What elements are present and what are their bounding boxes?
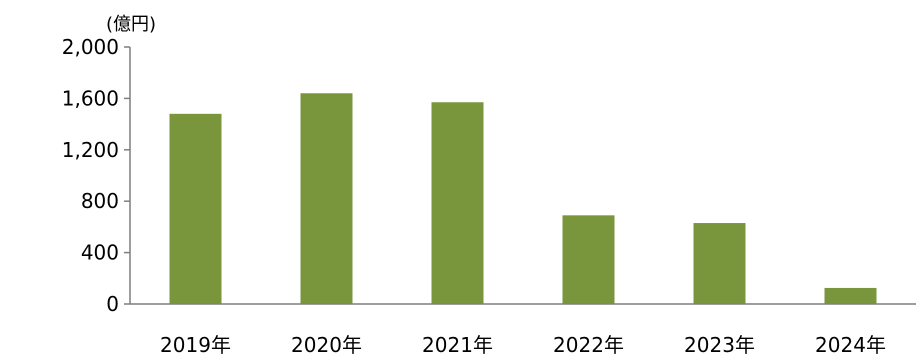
y-axis-unit-label: (億円) [106,14,156,35]
y-axis-ticks: 0 400 800 1,200 1,600 2,000 [62,35,130,316]
bar [562,215,615,304]
bar [300,93,353,304]
x-tick-label: 2023年 [684,333,755,357]
y-tick-label: 2,000 [62,35,119,59]
bar [824,287,877,304]
y-tick-label: 1,600 [62,86,119,110]
y-tick-label: 0 [106,292,119,316]
x-tick-label: 2022年 [553,333,624,357]
bars [169,93,877,304]
bar [431,102,484,304]
bar [169,113,222,304]
x-axis-ticks: 2019年 2020年 2021年 2022年 2023年 2024年 [160,333,886,357]
x-tick-label: 2020年 [291,333,362,357]
x-tick-label: 2024年 [815,333,886,357]
x-tick-label: 2019年 [160,333,231,357]
y-tick-label: 800 [81,189,119,213]
bar [693,223,746,304]
x-tick-label: 2021年 [422,333,493,357]
y-tick-label: 400 [81,241,119,265]
y-tick-label: 1,200 [62,138,119,162]
